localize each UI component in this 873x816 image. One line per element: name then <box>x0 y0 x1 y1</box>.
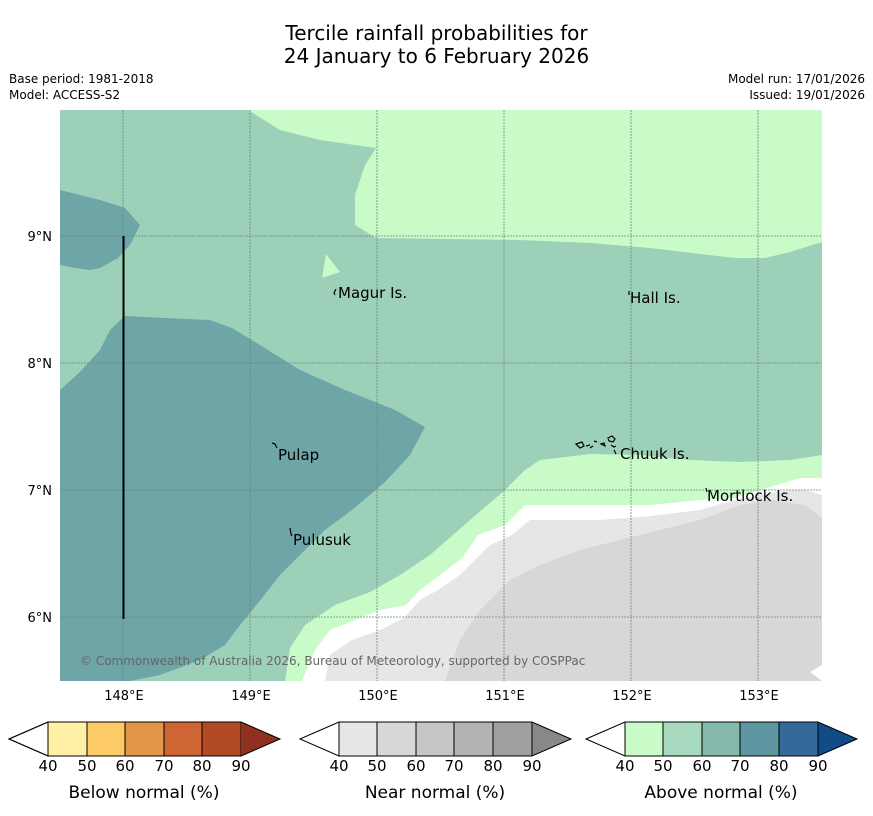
legend-below-high-arrow <box>241 722 280 756</box>
place-labels: Magur Is. Hall Is. Pulap Chuuk Is. Mortl… <box>278 284 793 549</box>
label-chuuk: Chuuk Is. <box>620 445 689 463</box>
meta-right: Model run: 17/01/2026 Issued: 19/01/2026 <box>728 71 865 103</box>
title-line-1: Tercile rainfall probabilities for <box>285 21 588 45</box>
legend-below-swatch-3 <box>163 721 203 757</box>
legend-above-low-arrow <box>586 722 625 756</box>
lon-tick-151: 151°E <box>485 689 525 704</box>
legend-below-swatch-0 <box>47 721 88 757</box>
legend-above-tick-0: 40 <box>615 757 634 775</box>
legend-below-swatch-1 <box>86 721 126 757</box>
legend-near-tick-1: 50 <box>367 757 386 775</box>
mortlock-island-marker <box>705 487 708 493</box>
legend-above-swatch-0 <box>624 721 664 757</box>
legend-below-low-arrow <box>7 721 49 757</box>
base-period: Base period: 1981-2018 <box>9 72 154 86</box>
lat-tick-8: 8°N <box>28 357 53 372</box>
map-title: Tercile rainfall probabilities for 24 Ja… <box>0 22 873 68</box>
magur-island-marker <box>333 288 337 296</box>
legend-near-swatch-3 <box>453 721 494 757</box>
legend-below-label: Below normal (%) <box>69 783 220 803</box>
legend-above: 40 50 60 70 80 90 Above normal (%) <box>584 721 859 803</box>
legend-near-swatch-2 <box>415 721 455 757</box>
legend-above-tick-5: 90 <box>808 757 827 775</box>
legend-below-swatch-2 <box>124 721 165 757</box>
region-above-60-northwest <box>60 190 140 270</box>
pulap-island-marker <box>271 442 278 449</box>
legend-below-tick-0: 40 <box>38 757 57 775</box>
pulusuk-island-marker <box>289 527 293 537</box>
lon-tick-152: 152°E <box>612 689 652 704</box>
legend-below-tick-3: 70 <box>154 757 173 775</box>
lat-tick-7: 7°N <box>28 484 53 499</box>
title-line-2: 24 January to 6 February 2026 <box>283 44 590 68</box>
model-run: Model run: 17/01/2026 <box>727 72 865 86</box>
lat-tick-6: 6°N <box>28 611 53 626</box>
lon-tick-150: 150°E <box>358 689 398 704</box>
meta-left: Base period: 1981-2018 Model: ACCESS-S2 <box>9 71 154 103</box>
legend-below-tick-5: 90 <box>231 757 250 775</box>
label-mortlock: Mortlock Is. <box>707 487 793 505</box>
chuuk-island-outline <box>574 435 617 455</box>
legend-near-tick-0: 40 <box>329 757 348 775</box>
legend-near-high-arrow <box>532 722 571 756</box>
region-near-50-inner <box>460 528 822 681</box>
copyright-text: © Commonwealth of Australia 2026, Bureau… <box>80 654 585 668</box>
legend-near-tick-3: 70 <box>444 757 463 775</box>
model-name: Model: ACCESS-S2 <box>9 88 121 102</box>
legend-near-swatch-0 <box>338 721 378 757</box>
legend-near-tick-4: 80 <box>483 757 502 775</box>
legend-above-tick-2: 60 <box>692 757 711 775</box>
legend-below-tick-2: 60 <box>115 757 134 775</box>
legend-above-swatch-3 <box>739 721 780 757</box>
label-pulap: Pulap <box>278 446 319 464</box>
lon-tick-153: 153°E <box>739 689 779 704</box>
legend-near-label: Near normal (%) <box>365 783 505 803</box>
legend-near-tick-2: 60 <box>406 757 425 775</box>
legend-near-swatch-4 <box>492 721 533 757</box>
legend-above-tick-1: 50 <box>653 757 672 775</box>
region-above-40-patch <box>322 254 340 278</box>
legend-below-ticks: 40 50 60 70 80 90 <box>38 757 250 775</box>
axis-labels: 148°E 149°E 150°E 151°E 152°E 153°E 9°N … <box>28 230 779 704</box>
region-above-60-west <box>60 316 425 681</box>
region-no-dominant-corner <box>810 665 822 681</box>
legend-above-swatch-2 <box>701 721 741 757</box>
map-panel: Magur Is. Hall Is. Pulap Chuuk Is. Mortl… <box>60 110 822 681</box>
legend-near-low-arrow <box>300 722 339 756</box>
legend-near-ticks: 40 50 60 70 80 90 <box>329 757 541 775</box>
lat-tick-9: 9°N <box>28 230 53 245</box>
legend-above-high-arrow <box>818 722 857 756</box>
legend-below-outline <box>7 721 282 757</box>
legend-above-swatch-1 <box>662 721 703 757</box>
legend-above-tick-3: 70 <box>730 757 749 775</box>
legend-below-tick-4: 80 <box>192 757 211 775</box>
legend-above-label: Above normal (%) <box>644 783 797 803</box>
lon-tick-149: 149°E <box>231 689 271 704</box>
legend-above-tick-4: 80 <box>769 757 788 775</box>
legend-near-tick-5: 90 <box>522 757 541 775</box>
legend-below-tick-1: 50 <box>77 757 96 775</box>
issued-date: Issued: 19/01/2026 <box>749 88 865 102</box>
islands <box>271 288 708 537</box>
region-above-40-north <box>248 110 822 258</box>
legend-below-swatch-4 <box>201 721 242 757</box>
label-hall: Hall Is. <box>630 289 681 307</box>
legend-near: 40 50 60 70 80 90 Near normal (%) <box>298 721 573 803</box>
lon-tick-148: 148°E <box>104 689 144 704</box>
label-magur: Magur Is. <box>338 284 407 302</box>
label-pulusuk: Pulusuk <box>293 531 351 549</box>
legend-below: 40 50 60 70 80 90 Below normal (%) <box>7 721 282 803</box>
legend-above-ticks: 40 50 60 70 80 90 <box>615 757 827 775</box>
legend-above-swatch-4 <box>778 721 819 757</box>
legend-near-swatch-1 <box>376 721 417 757</box>
